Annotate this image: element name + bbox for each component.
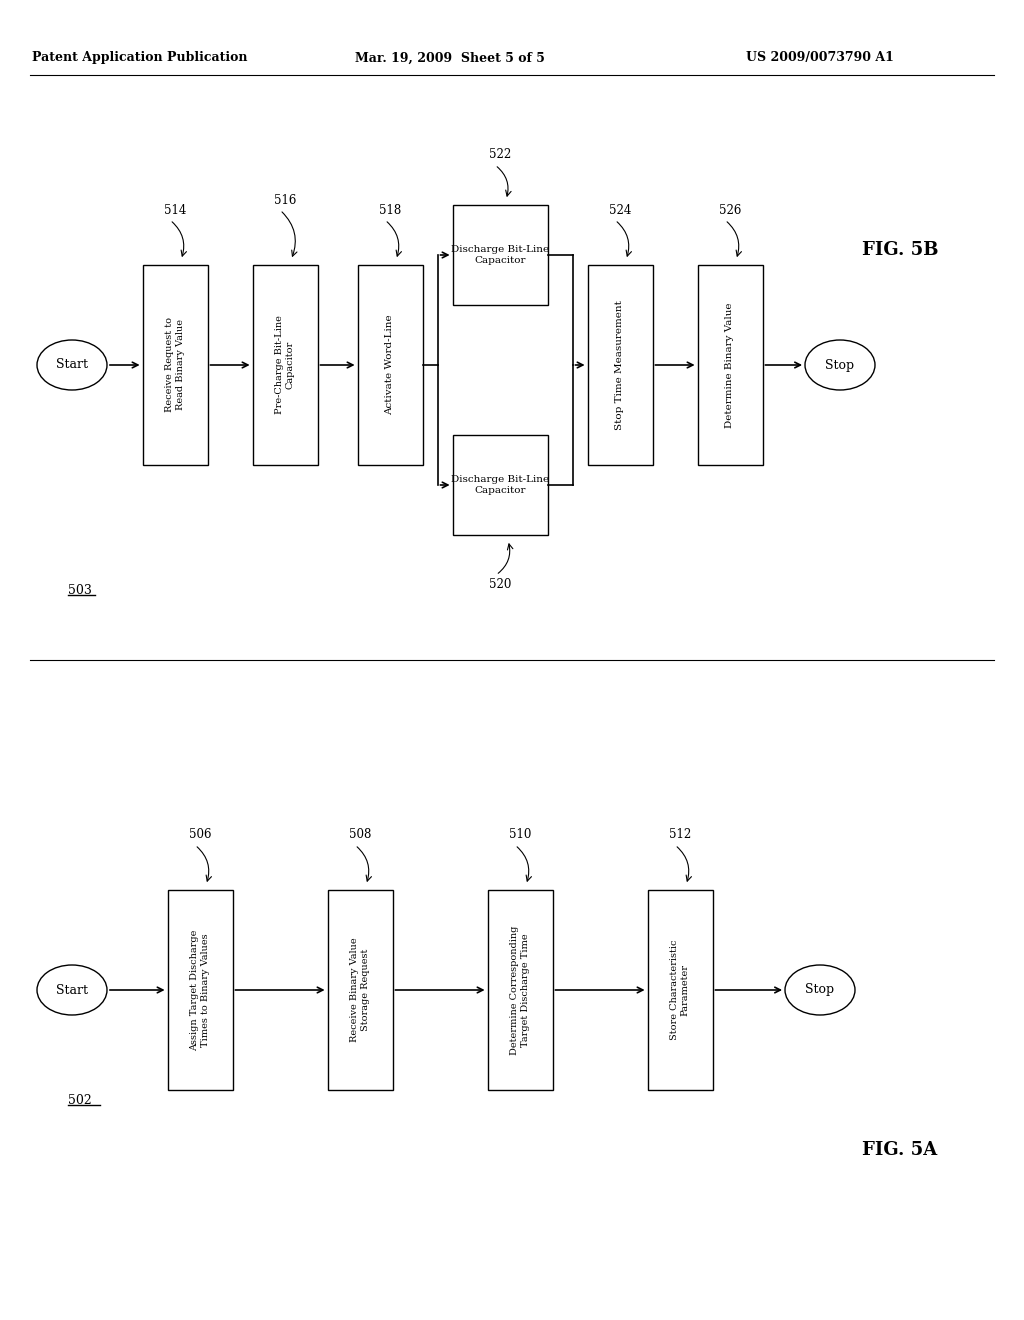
Text: Determine Binary Value: Determine Binary Value [725,302,734,428]
Bar [142,265,208,465]
Text: Receive Request to
Read Binary Value: Receive Request to Read Binary Value [165,318,184,412]
Text: US 2009/0073790 A1: US 2009/0073790 A1 [746,51,894,65]
Bar [453,205,548,305]
Bar [357,265,423,465]
Text: Stop Time Measurement: Stop Time Measurement [615,300,625,430]
Text: 516: 516 [273,194,296,206]
Text: Determine Corresponding
Target Discharge Time: Determine Corresponding Target Discharge… [510,925,529,1055]
Bar [588,265,652,465]
Text: FIG. 5A: FIG. 5A [862,1140,938,1159]
Bar [328,890,392,1090]
Bar [168,890,232,1090]
Text: Assign Target Discharge
Times to Binary Values: Assign Target Discharge Times to Binary … [190,929,210,1051]
Text: Receive Binary Value
Storage Request: Receive Binary Value Storage Request [350,937,370,1043]
Text: FIG. 5B: FIG. 5B [862,242,938,259]
Text: 514: 514 [164,203,186,216]
Text: Stop: Stop [806,983,835,997]
Bar [253,265,317,465]
Bar [487,890,553,1090]
Text: Discharge Bit-Line
Capacitor: Discharge Bit-Line Capacitor [451,475,549,495]
Text: Mar. 19, 2009  Sheet 5 of 5: Mar. 19, 2009 Sheet 5 of 5 [355,51,545,65]
Text: 512: 512 [669,829,691,842]
Bar [697,265,763,465]
Text: 520: 520 [488,578,511,591]
Text: 510: 510 [509,829,531,842]
Text: Discharge Bit-Line
Capacitor: Discharge Bit-Line Capacitor [451,246,549,265]
Text: 502: 502 [68,1093,92,1106]
Text: Patent Application Publication: Patent Application Publication [32,51,248,65]
Text: 524: 524 [609,203,631,216]
Ellipse shape [37,965,106,1015]
Text: 522: 522 [488,149,511,161]
Bar [647,890,713,1090]
Ellipse shape [785,965,855,1015]
Text: 503: 503 [68,583,92,597]
Text: Start: Start [56,359,88,371]
Text: Stop: Stop [825,359,855,371]
Bar [453,436,548,535]
Text: 508: 508 [349,829,371,842]
Text: 506: 506 [188,829,211,842]
Text: 518: 518 [379,203,401,216]
Text: Activate Word-Line: Activate Word-Line [385,314,394,416]
Ellipse shape [37,341,106,389]
Text: Start: Start [56,983,88,997]
Text: Store Characteristic
Parameter: Store Characteristic Parameter [671,940,690,1040]
Text: Pre-Charge Bit-Line
Capacitor: Pre-Charge Bit-Line Capacitor [275,315,295,414]
Ellipse shape [805,341,874,389]
Text: 526: 526 [719,203,741,216]
